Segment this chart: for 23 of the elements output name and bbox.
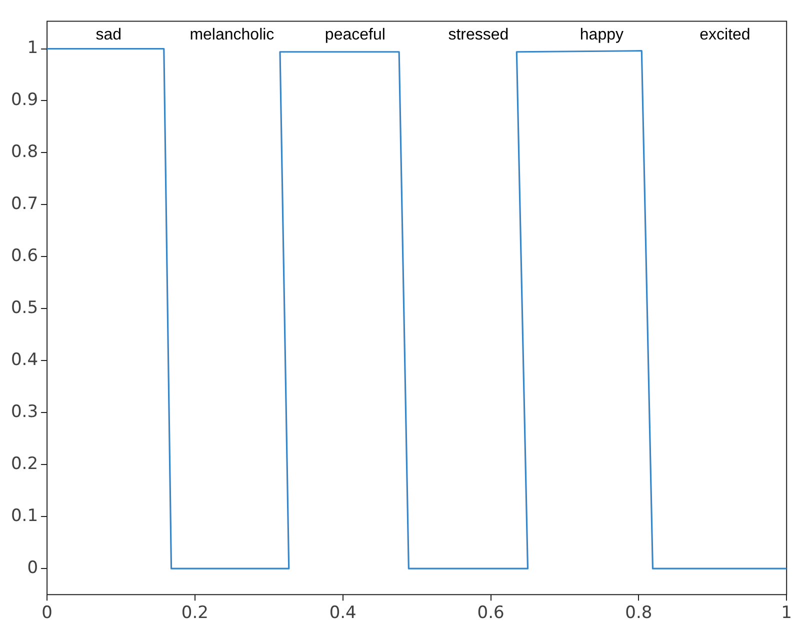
y-tick-label: 0.2: [10, 454, 38, 474]
y-tick-label: 0.5: [10, 298, 38, 318]
y-tick-label: 0: [27, 558, 38, 578]
annotation: happy: [580, 26, 624, 44]
x-tick-label: 0.2: [181, 603, 208, 624]
y-tick-label: 0.9: [10, 90, 38, 110]
y-tick-label: 0.1: [10, 506, 38, 526]
x-tick-label: 0: [42, 603, 52, 624]
annotation: stressed: [448, 26, 509, 44]
y-tick-label: 1: [27, 38, 38, 58]
annotation: sad: [96, 26, 122, 44]
annotation: melancholic: [190, 26, 274, 44]
y-tick-label: 0.8: [10, 142, 38, 162]
annotation: excited: [700, 26, 750, 44]
x-tick-label: 1: [781, 603, 792, 624]
x-tick-label: 0.6: [477, 603, 504, 624]
y-tick-label: 0.7: [10, 194, 38, 214]
x-tick-label: 0.8: [625, 603, 652, 624]
y-tick-label: 0.6: [10, 246, 38, 266]
annotation: peaceful: [324, 26, 386, 44]
y-tick-label: 0.3: [10, 402, 38, 422]
x-tick-label: 0.4: [329, 603, 356, 624]
y-tick-label: 0.4: [10, 350, 38, 370]
